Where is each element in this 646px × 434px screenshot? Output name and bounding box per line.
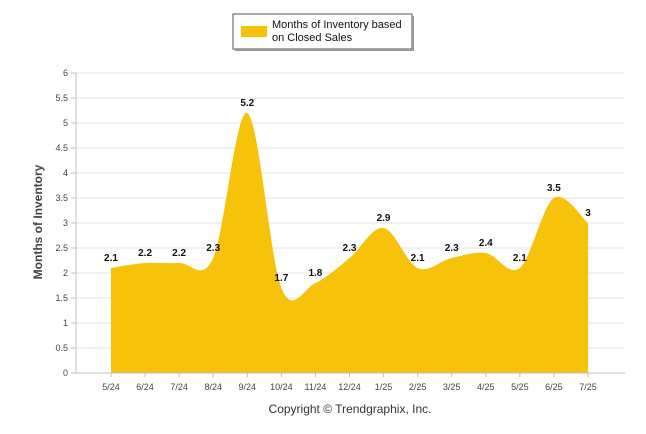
y-tick-label: 3 <box>63 218 68 228</box>
legend-box-shadow-bottom <box>235 49 414 51</box>
x-tick-label: 8/24 <box>204 382 222 392</box>
y-tick-label: 0 <box>63 368 68 378</box>
x-tick-label: 9/24 <box>239 382 257 392</box>
x-tick-label: 6/24 <box>136 382 154 392</box>
y-tick-label: 4 <box>63 168 68 178</box>
data-label: 3 <box>585 208 591 219</box>
data-label: 1.7 <box>274 273 288 284</box>
legend-label-line-1: Months of Inventory based <box>272 19 402 31</box>
x-tick-label: 2/25 <box>409 382 427 392</box>
inventory-area <box>111 112 588 374</box>
x-tick-labels: 5/24 6/24 7/24 8/24 9/24 10/24 11/24 12/24 1/25 2… <box>102 373 597 392</box>
data-label: 2.4 <box>479 238 493 249</box>
copyright-footer: Copyright © Trendgraphix, Inc. <box>269 402 432 416</box>
x-tick-label: 10/24 <box>270 382 293 392</box>
data-label: 5.2 <box>240 98 254 109</box>
data-labels: 2.1 2.2 2.2 2.3 5.2 1.7 1.8 2.3 2.9 2.1 2.3 2.4 2.1 3… <box>104 98 591 284</box>
axis-layer <box>75 73 625 374</box>
y-tick-label: 4.5 <box>55 143 68 153</box>
y-tick-label: 1 <box>63 318 68 328</box>
y-axis-label: Months of Inventory <box>31 164 45 279</box>
y-tick-label: 3.5 <box>55 193 68 203</box>
y-tick-label: 5 <box>63 118 68 128</box>
data-label: 2.3 <box>206 243 220 254</box>
area-layer <box>111 112 588 374</box>
legend-box-shadow <box>412 16 414 51</box>
y-tick-label: 1.5 <box>55 293 68 303</box>
legend-label-line-2: on Closed Sales <box>272 32 353 44</box>
data-label: 3.5 <box>547 183 561 194</box>
legend-swatch <box>241 26 267 37</box>
x-tick-label: 11/24 <box>304 382 326 392</box>
data-label: 2.1 <box>513 253 527 264</box>
data-label: 2.3 <box>343 243 357 254</box>
x-tick-label: 12/24 <box>338 382 361 392</box>
data-label: 2.2 <box>172 248 186 259</box>
legend: Months of Inventory based on Closed Sale… <box>232 13 414 51</box>
y-tick-label: 6 <box>63 68 68 78</box>
x-tick-label: 7/24 <box>170 382 188 392</box>
x-tick-label: 1/25 <box>375 382 393 392</box>
y-tick-label: 5.5 <box>55 93 68 103</box>
x-tick-label: 5/24 <box>102 382 120 392</box>
data-label: 2.2 <box>138 248 152 259</box>
y-tick-label: 2.5 <box>55 243 68 253</box>
x-tick-label: 6/25 <box>545 382 563 392</box>
data-label: 2.1 <box>104 253 118 264</box>
data-label: 2.9 <box>377 213 391 224</box>
y-tick-label: 2 <box>63 268 68 278</box>
y-tick-labels: 0 0.5 1 1.5 2 2.5 3 3.5 4 4.5 5 5.5 6 <box>55 68 68 378</box>
data-label: 2.1 <box>411 253 425 264</box>
x-tick-label: 7/25 <box>579 382 597 392</box>
data-label: 1.8 <box>308 268 322 279</box>
y-tick-label: 0.5 <box>55 343 68 353</box>
x-tick-label: 3/25 <box>443 382 461 392</box>
x-tick-label: 4/25 <box>477 382 495 392</box>
data-label: 2.3 <box>445 243 459 254</box>
x-tick-label: 5/25 <box>511 382 529 392</box>
